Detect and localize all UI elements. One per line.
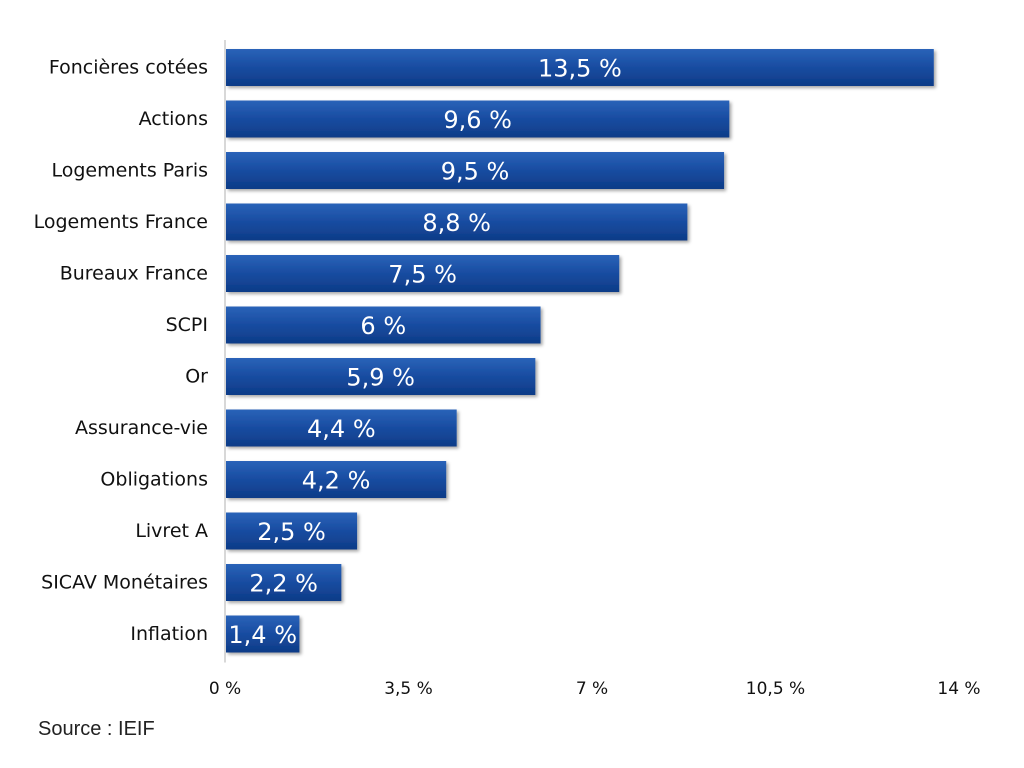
category-label: Livret A xyxy=(135,520,208,542)
bar xyxy=(226,564,342,601)
x-tick-label: 7 % xyxy=(576,679,608,699)
x-tick-label: 10,5 % xyxy=(746,679,805,699)
bar xyxy=(226,152,725,189)
bar xyxy=(226,100,730,138)
x-tick-label: 0 % xyxy=(209,679,241,699)
data-label: 6 % xyxy=(360,312,406,340)
bar xyxy=(226,461,447,498)
bar xyxy=(226,358,536,395)
category-label: SICAV Monétaires xyxy=(41,572,208,594)
bar xyxy=(226,615,300,653)
source-note: Source : IEIF xyxy=(38,718,155,740)
category-label: Inflation xyxy=(130,623,208,645)
data-label: 8,8 % xyxy=(422,209,491,237)
bar xyxy=(226,306,541,344)
data-label: 4,4 % xyxy=(307,415,376,443)
data-label: 13,5 % xyxy=(538,55,622,83)
category-label: Obligations xyxy=(100,469,208,491)
data-label: 4,2 % xyxy=(302,467,371,495)
bar xyxy=(226,409,457,447)
category-label: SCPI xyxy=(166,314,208,336)
data-label: 1,4 % xyxy=(228,621,297,649)
category-label: Foncières cotées xyxy=(49,57,208,79)
bar xyxy=(226,512,358,550)
category-label: Actions xyxy=(139,108,208,130)
bar xyxy=(226,255,620,292)
x-tick-label: 14 % xyxy=(937,679,980,699)
data-label: 5,9 % xyxy=(346,364,415,392)
bar xyxy=(226,203,688,241)
data-label: 7,5 % xyxy=(388,261,457,289)
category-label: Logements France xyxy=(34,211,208,233)
x-tick-label: 3,5 % xyxy=(384,679,433,699)
category-label: Logements Paris xyxy=(52,160,209,182)
data-label: 9,5 % xyxy=(441,158,510,186)
category-label: Or xyxy=(185,366,208,388)
data-label: 2,2 % xyxy=(249,570,318,598)
data-label: 2,5 % xyxy=(257,518,326,546)
bar xyxy=(226,49,934,86)
data-label: 9,6 % xyxy=(443,106,512,134)
category-label: Assurance-vie xyxy=(75,417,208,439)
category-label: Bureaux France xyxy=(60,263,208,285)
